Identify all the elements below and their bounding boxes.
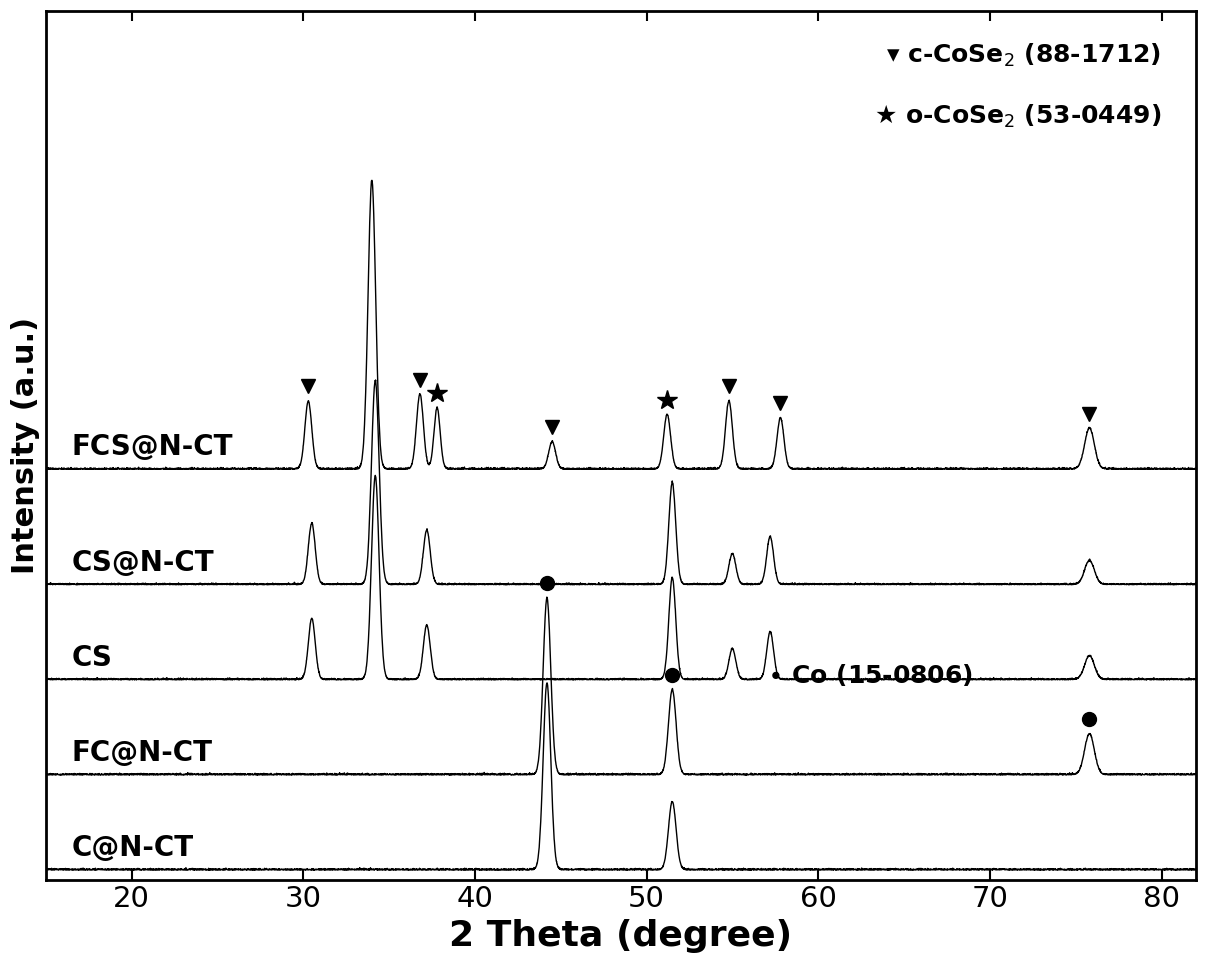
Text: CS@N-CT: CS@N-CT bbox=[71, 549, 214, 576]
Y-axis label: Intensity (a.u.): Intensity (a.u.) bbox=[11, 317, 40, 575]
Text: FCS@N-CT: FCS@N-CT bbox=[71, 433, 233, 461]
Text: FC@N-CT: FC@N-CT bbox=[71, 738, 212, 766]
X-axis label: 2 Theta (degree): 2 Theta (degree) bbox=[449, 919, 792, 952]
Text: C@N-CT: C@N-CT bbox=[71, 834, 193, 862]
Text: $\bullet$ Co (15-0806): $\bullet$ Co (15-0806) bbox=[766, 662, 973, 688]
Text: $\bigstar$ o-CoSe$_2$ (53-0449): $\bigstar$ o-CoSe$_2$ (53-0449) bbox=[874, 102, 1161, 129]
Text: $\blacktriangledown$ c-CoSe$_2$ (88-1712): $\blacktriangledown$ c-CoSe$_2$ (88-1712… bbox=[886, 41, 1161, 68]
Text: CS: CS bbox=[71, 644, 112, 672]
